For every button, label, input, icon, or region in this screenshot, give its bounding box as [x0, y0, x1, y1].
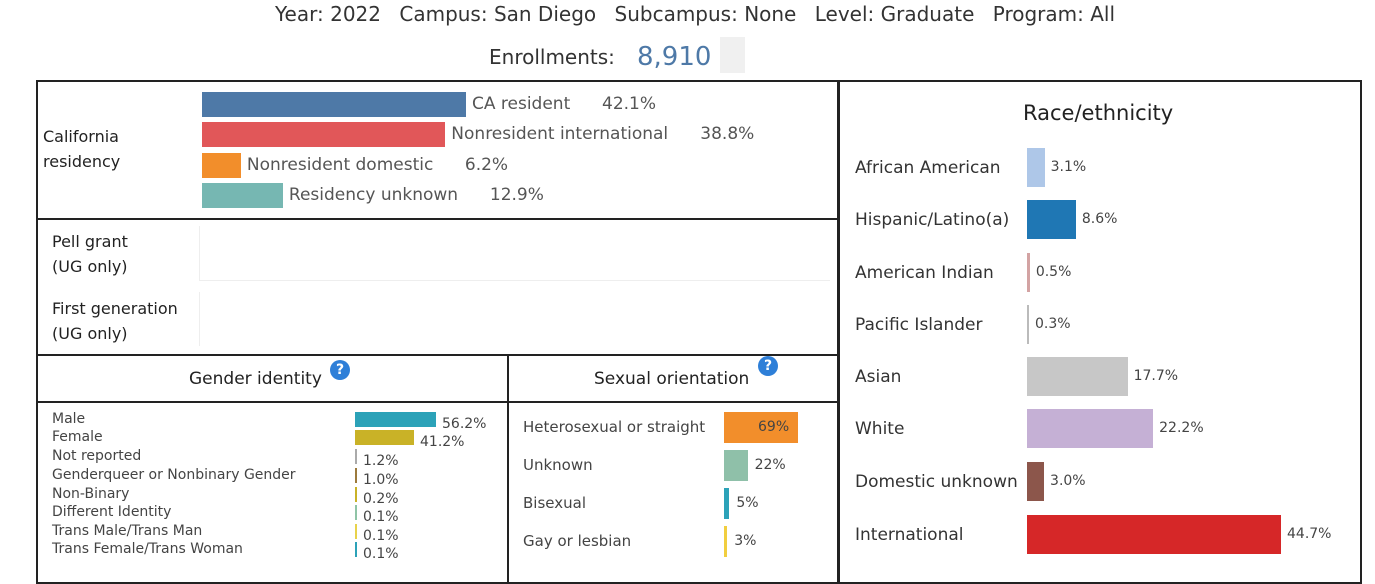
race-bar-value: 44.7% — [1287, 526, 1332, 542]
gender-header-divider — [38, 401, 507, 403]
gender-bar-value: 56.2% — [442, 416, 487, 432]
orientation-bar-value: 69% — [758, 419, 790, 435]
gender-bar — [355, 542, 357, 557]
gender-bar-value: 0.2% — [363, 491, 399, 507]
race-bar — [1027, 515, 1281, 554]
residency-bar — [202, 92, 466, 117]
level-filter: Level: Graduate — [814, 2, 975, 26]
race-bar — [1027, 148, 1045, 187]
race-category-label: American Indian — [855, 263, 994, 283]
gender-bar — [355, 505, 357, 520]
orientation-category-label: Unknown — [523, 456, 593, 474]
residency-bar — [202, 183, 283, 208]
gender-help-icon[interactable]: ? — [330, 360, 350, 380]
gender-bar — [355, 449, 357, 464]
gender-category-label: Genderqueer or Nonbinary Gender — [52, 467, 296, 483]
residency-bar-label: CA resident — [472, 94, 571, 114]
gender-category-label: Different Identity — [52, 504, 172, 520]
residency-bar-value: 12.9% — [489, 185, 544, 205]
gender-category-label: Trans Female/Trans Woman — [52, 541, 243, 557]
gender-bar-value: 0.1% — [363, 509, 399, 525]
race-bar — [1027, 357, 1128, 396]
residency-bar-label: Nonresident international — [451, 124, 669, 144]
program-filter: Program: All — [992, 2, 1116, 26]
enrollments-highlight — [720, 37, 745, 73]
orientation-category-label: Bisexual — [523, 494, 586, 512]
gender-category-label: Female — [52, 429, 103, 445]
race-category-label: Pacific Islander — [855, 315, 983, 335]
orientation-title: Sexual orientation — [594, 369, 750, 389]
gender-bar — [355, 487, 357, 502]
orientation-help-icon[interactable]: ? — [758, 356, 778, 376]
residency-bar-label: Nonresident domestic — [246, 155, 434, 175]
year-filter: Year: 2022 — [275, 2, 381, 26]
race-title: Race/ethnicity — [1023, 101, 1174, 125]
residency-bar-value: 38.8% — [700, 124, 755, 144]
first-generation-chart-area — [199, 292, 830, 346]
race-category-label: International — [855, 525, 964, 545]
race-category-label: Domestic unknown — [855, 472, 1018, 492]
gender-category-label: Not reported — [52, 448, 142, 464]
race-bar-value: 8.6% — [1081, 211, 1118, 227]
orientation-bar-value: 22% — [754, 457, 786, 473]
pell-grant-label: Pell grant (UG only) — [52, 232, 128, 276]
gender-bar-value: 41.2% — [420, 434, 465, 450]
race-bar-value: 3.1% — [1050, 159, 1087, 175]
first-generation-label: First generation (UG only) — [52, 299, 178, 343]
enrollments-value: 8,910 — [637, 42, 712, 72]
orientation-bar — [724, 450, 748, 481]
race-bar — [1027, 409, 1154, 448]
orientation-bar — [724, 488, 730, 519]
race-bar — [1027, 305, 1029, 344]
race-bar-value: 3.0% — [1050, 473, 1086, 489]
gender-bar-value: 1.0% — [363, 472, 399, 488]
race-bar-value: 0.5% — [1035, 264, 1072, 280]
race-bar — [1027, 462, 1045, 501]
orientation-category-label: Heterosexual or straight — [523, 418, 706, 436]
gender-bar-value: 1.2% — [363, 453, 399, 469]
residency-bar-value: 42.1% — [602, 94, 657, 114]
residency-bar-value: 6.2% — [464, 155, 509, 175]
gender-title: Gender identity — [189, 369, 322, 389]
gender-bar-value: 0.1% — [363, 546, 399, 562]
race-bar — [1027, 253, 1030, 292]
orientation-header-divider — [509, 401, 837, 403]
subcampus-filter: Subcampus: None — [614, 2, 797, 26]
residency-bar — [202, 153, 241, 178]
gender-category-label: Non-Binary — [52, 486, 130, 502]
filter-summary: Year: 2022 Campus: San Diego Subcampus: … — [275, 2, 1127, 26]
race-category-label: White — [855, 419, 905, 439]
race-bar-value: 17.7% — [1133, 368, 1179, 384]
gender-bar — [355, 468, 357, 483]
race-bar — [1027, 200, 1076, 239]
pell-grant-chart-area — [199, 226, 830, 281]
race-bar-value: 0.3% — [1035, 316, 1071, 332]
race-bar-value: 22.2% — [1159, 420, 1204, 436]
gender-category-label: Trans Male/Trans Man — [52, 523, 203, 539]
gender-bar — [355, 412, 436, 427]
race-category-label: African American — [855, 158, 1001, 178]
residency-bar-label: Residency unknown — [288, 185, 459, 205]
residency-bar — [202, 122, 446, 147]
campus-filter: Campus: San Diego — [399, 2, 597, 26]
gender-bar — [355, 430, 415, 445]
race-category-label: Asian — [855, 367, 902, 387]
race-category-label: Hispanic/Latino(a) — [855, 210, 1010, 230]
gender-bar-value: 0.1% — [363, 528, 399, 544]
gender-bar — [355, 524, 357, 539]
residency-title: California residency — [43, 127, 121, 171]
orientation-bar-value: 3% — [734, 533, 757, 549]
enrollments-label: Enrollments: — [489, 45, 615, 69]
orientation-category-label: Gay or lesbian — [523, 532, 632, 550]
orientation-bar — [724, 526, 728, 557]
orientation-bar-value: 5% — [736, 495, 759, 511]
orientation-bar — [724, 412, 798, 443]
gender-category-label: Male — [52, 411, 86, 427]
